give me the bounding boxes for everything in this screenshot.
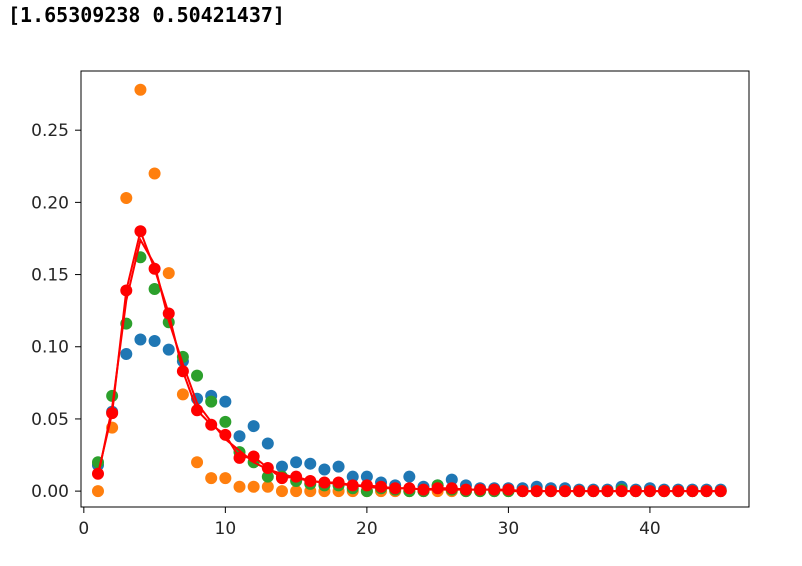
series-3-point (233, 451, 246, 464)
series-3-point (332, 476, 345, 489)
output-text: [1.65309238 0.50421437] (8, 3, 285, 27)
ticks-layer: 0 10 20 30 40 0.00 0.05 0.10 0.15 0.20 0.25 (31, 121, 661, 539)
series-3-point (403, 482, 416, 495)
series-3-point (587, 485, 600, 498)
series-1-point (247, 480, 260, 493)
series-2-point (191, 369, 204, 382)
series-1-point (176, 388, 189, 401)
series-3-point (219, 428, 232, 441)
y-tick-label: 0.20 (31, 193, 69, 213)
y-tick-label: 0.15 (31, 266, 69, 286)
series-3-point (488, 483, 501, 496)
series-1-point (275, 485, 288, 498)
series-3-point (559, 485, 572, 498)
series-3-point (176, 365, 189, 378)
series-0-point (233, 430, 246, 443)
series-3-point (275, 472, 288, 485)
series-3-point (261, 462, 274, 475)
series-1-point (162, 267, 175, 280)
series-4-line (97, 237, 721, 493)
series-0-point (403, 470, 416, 483)
series-3-point (106, 407, 119, 420)
axes-frame (80, 70, 750, 508)
series-0-point (219, 395, 232, 408)
series-1-point (134, 83, 147, 96)
series-3-point (431, 482, 444, 495)
x-tick-label: 40 (639, 519, 661, 539)
series-3-point (120, 284, 133, 297)
series-3-point (629, 485, 642, 498)
series-3-point (459, 483, 472, 496)
series-0-point (261, 437, 274, 450)
x-tick-label: 10 (215, 519, 237, 539)
series-3-point (445, 482, 458, 495)
series-1-point (120, 192, 133, 205)
x-tick-label: 30 (498, 519, 520, 539)
series-3-point (573, 485, 586, 498)
series-0-point (318, 463, 331, 476)
series-3-point (544, 485, 557, 498)
series-3-point (672, 485, 685, 498)
series-3-point (502, 483, 515, 496)
series-0-point (304, 457, 317, 470)
series-0-point (332, 460, 345, 473)
series-3-point (700, 485, 713, 498)
series-3-point (615, 485, 628, 498)
series-3-point (91, 467, 104, 480)
y-tick-label: 0.05 (31, 410, 69, 430)
series-layer (91, 83, 727, 498)
series-3-point (247, 450, 260, 463)
series-3-point (658, 485, 671, 498)
series-3-point (686, 485, 699, 498)
series-3-point (360, 479, 373, 492)
series-1-point (219, 472, 232, 485)
series-3-point (346, 479, 359, 492)
series-0-point (290, 456, 303, 469)
x-tick-label: 0 (78, 519, 89, 539)
series-3-point (191, 404, 204, 417)
series-0-point (148, 334, 161, 347)
series-3-point (205, 418, 218, 431)
series-1-point (148, 167, 161, 180)
series-3-point (474, 483, 487, 496)
series-0-point (162, 343, 175, 356)
series-3-point (601, 485, 614, 498)
series-2-point (261, 470, 274, 483)
series-3-point (304, 475, 317, 488)
series-3-point (389, 482, 402, 495)
x-tick-label: 20 (356, 519, 378, 539)
series-0-point (275, 460, 288, 473)
series-3-point (714, 485, 727, 498)
series-3-point (375, 480, 388, 493)
series-3-point (148, 262, 161, 275)
series-3-point (417, 483, 430, 496)
y-tick-label: 0.25 (31, 121, 69, 141)
series-2-point (148, 283, 161, 295)
y-tick-label: 0.00 (31, 482, 69, 502)
series-1-point (233, 480, 246, 493)
series-1-point (205, 472, 218, 485)
series-3-point (318, 476, 331, 489)
series-1-point (91, 485, 104, 498)
series-0-point (247, 420, 260, 433)
series-0-point (360, 470, 373, 483)
series-3-line (97, 227, 721, 493)
series-1-point (290, 485, 303, 498)
series-3-point (516, 485, 529, 498)
series-3-point (643, 485, 656, 498)
series-3-point (290, 470, 303, 483)
series-2-point (219, 415, 232, 428)
series-3-point (134, 225, 147, 238)
series-1-point (261, 480, 274, 493)
series-0-point (134, 333, 147, 346)
y-tick-label: 0.10 (31, 338, 69, 358)
series-1-point (191, 456, 204, 469)
series-2-point (205, 395, 218, 408)
series-3-point (530, 485, 543, 498)
series-0-point (120, 347, 133, 360)
series-0-point (346, 470, 359, 483)
series-3-point (162, 307, 175, 320)
series-0-point (445, 473, 458, 486)
